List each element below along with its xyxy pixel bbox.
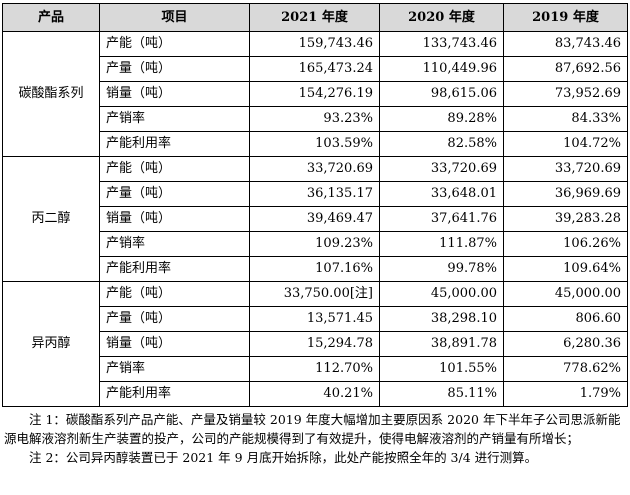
value-2019-cell: 73,952.69 bbox=[503, 81, 628, 107]
table-row: 产量（吨） 165,473.24 110,449.96 87,692.56 bbox=[3, 56, 628, 82]
value-2021-cell: 33,720.69 bbox=[249, 156, 380, 182]
table-row: 异丙醇 产能（吨） 33,750.00[注] 45,000.00 45,000.00 bbox=[2, 281, 628, 407]
capacity-table: 产品 项目 2021 年度 2020 年度 2019 年度 碳酸酯系列 产能（吨）… bbox=[2, 3, 628, 407]
value-2019-cell: 39,283.28 bbox=[503, 206, 628, 232]
value-2020-cell: 33,648.01 bbox=[379, 181, 504, 207]
table-row: 销量（吨） 39,469.47 37,641.76 39,283.28 bbox=[3, 206, 628, 232]
table-row: 产能利用率 40.21% 85.11% 1.79% bbox=[3, 381, 628, 407]
item-cell: 产能利用率 bbox=[99, 131, 250, 157]
value-2020-cell: 111.87% bbox=[379, 231, 504, 257]
item-cell: 产量（吨） bbox=[99, 306, 250, 332]
value-2019-cell: 106.26% bbox=[503, 231, 628, 257]
item-cell: 销量（吨） bbox=[99, 331, 250, 357]
table-body: 碳酸酯系列 产能（吨） 159,743.46 133,743.46 83,743.46 产… bbox=[2, 31, 628, 407]
value-2020-cell: 45,000.00 bbox=[379, 281, 504, 307]
value-2019-cell: 6,280.36 bbox=[503, 331, 628, 357]
table-row: 产能利用率 107.16% 99.78% 109.64% bbox=[3, 256, 628, 282]
value-2020-cell: 85.11% bbox=[379, 381, 504, 407]
item-cell: 产能利用率 bbox=[99, 381, 250, 407]
value-2021-cell: 33,750.00[注] bbox=[249, 281, 380, 307]
table-row: 产量（吨） 36,135.17 33,648.01 36,969.69 bbox=[3, 181, 628, 207]
header-product: 产品 bbox=[2, 3, 100, 32]
footnote-2: 注 2：公司异丙醇装置已于 2021 年 9 月底开始拆除，此处产能按照全年的 … bbox=[29, 450, 538, 465]
value-2020-cell: 110,449.96 bbox=[379, 56, 504, 82]
report-container: 产品 项目 2021 年度 2020 年度 2019 年度 碳酸酯系列 产能（吨）… bbox=[2, 3, 628, 467]
value-2019-cell: 104.72% bbox=[503, 131, 628, 157]
value-2020-cell: 82.58% bbox=[379, 131, 504, 157]
value-2021-cell: 159,743.46 bbox=[249, 31, 380, 57]
item-cell: 销量（吨） bbox=[99, 81, 250, 107]
value-2019-cell: 109.64% bbox=[503, 256, 628, 282]
value-2021-cell: 103.59% bbox=[249, 131, 380, 157]
value-2020-cell: 37,641.76 bbox=[379, 206, 504, 232]
value-2021-cell: 154,276.19 bbox=[249, 81, 380, 107]
table-row: 丙二醇 产能（吨） 33,720.69 33,720.69 33,720.69 bbox=[2, 156, 628, 282]
header-2019: 2019 年度 bbox=[503, 3, 628, 32]
value-2021-cell: 165,473.24 bbox=[249, 56, 380, 82]
footnote-1: 注 1：碳酸酯系列产品产能、产量及销量较 2019 年度大幅增加主要原因系 20… bbox=[4, 412, 621, 446]
value-2019-cell: 45,000.00 bbox=[503, 281, 628, 307]
value-2021-cell: 15,294.78 bbox=[249, 331, 380, 357]
header-item: 项目 bbox=[99, 3, 250, 32]
value-2020-cell: 89.28% bbox=[379, 106, 504, 132]
value-2019-cell: 36,969.69 bbox=[503, 181, 628, 207]
value-2019-cell: 87,692.56 bbox=[503, 56, 628, 82]
value-2021-cell: 39,469.47 bbox=[249, 206, 380, 232]
product-cell: 丙二醇 bbox=[2, 156, 100, 282]
value-2019-cell: 806.60 bbox=[503, 306, 628, 332]
value-2019-cell: 778.62% bbox=[503, 356, 628, 382]
table-row: 销量（吨） 154,276.19 98,615.06 73,952.69 bbox=[3, 81, 628, 107]
value-2020-cell: 99.78% bbox=[379, 256, 504, 282]
product-cell: 碳酸酯系列 bbox=[2, 31, 100, 157]
value-2021-cell: 36,135.17 bbox=[249, 181, 380, 207]
table-row: 产能利用率 103.59% 82.58% 104.72% bbox=[3, 131, 628, 157]
value-2021-cell: 13,571.45 bbox=[249, 306, 380, 332]
item-cell: 产量（吨） bbox=[99, 181, 250, 207]
item-cell: 产销率 bbox=[99, 106, 250, 132]
item-cell: 产能（吨） bbox=[99, 31, 250, 57]
item-cell: 产能利用率 bbox=[99, 256, 250, 282]
value-2019-cell: 1.79% bbox=[503, 381, 628, 407]
value-2020-cell: 98,615.06 bbox=[379, 81, 504, 107]
item-cell: 产销率 bbox=[99, 231, 250, 257]
item-cell: 产量（吨） bbox=[99, 56, 250, 82]
value-2020-cell: 38,298.10 bbox=[379, 306, 504, 332]
item-cell: 产能（吨） bbox=[99, 156, 250, 182]
header-row: 产品 项目 2021 年度 2020 年度 2019 年度 bbox=[2, 3, 628, 32]
value-2019-cell: 84.33% bbox=[503, 106, 628, 132]
item-cell: 销量（吨） bbox=[99, 206, 250, 232]
product-cell: 异丙醇 bbox=[2, 281, 100, 407]
value-2021-cell: 93.23% bbox=[249, 106, 380, 132]
table-row: 产销率 109.23% 111.87% 106.26% bbox=[3, 231, 628, 257]
value-2021-cell: 109.23% bbox=[249, 231, 380, 257]
value-2020-cell: 38,891.78 bbox=[379, 331, 504, 357]
item-cell: 产销率 bbox=[99, 356, 250, 382]
table-row: 碳酸酯系列 产能（吨） 159,743.46 133,743.46 83,743.46 bbox=[2, 31, 628, 157]
header-2020: 2020 年度 bbox=[379, 3, 504, 32]
footnotes: 注 1：碳酸酯系列产品产能、产量及销量较 2019 年度大幅增加主要原因系 20… bbox=[2, 410, 627, 467]
value-2021-cell: 40.21% bbox=[249, 381, 380, 407]
value-2020-cell: 33,720.69 bbox=[379, 156, 504, 182]
value-2021-cell: 107.16% bbox=[249, 256, 380, 282]
value-2019-cell: 33,720.69 bbox=[503, 156, 628, 182]
value-2019-cell: 83,743.46 bbox=[503, 31, 628, 57]
table-row: 产销率 112.70% 101.55% 778.62% bbox=[3, 356, 628, 382]
table-row: 产销率 93.23% 89.28% 84.33% bbox=[3, 106, 628, 132]
value-2020-cell: 133,743.46 bbox=[379, 31, 504, 57]
header-2021: 2021 年度 bbox=[249, 3, 380, 32]
value-2021-cell: 112.70% bbox=[249, 356, 380, 382]
item-cell: 产能（吨） bbox=[99, 281, 250, 307]
value-2020-cell: 101.55% bbox=[379, 356, 504, 382]
